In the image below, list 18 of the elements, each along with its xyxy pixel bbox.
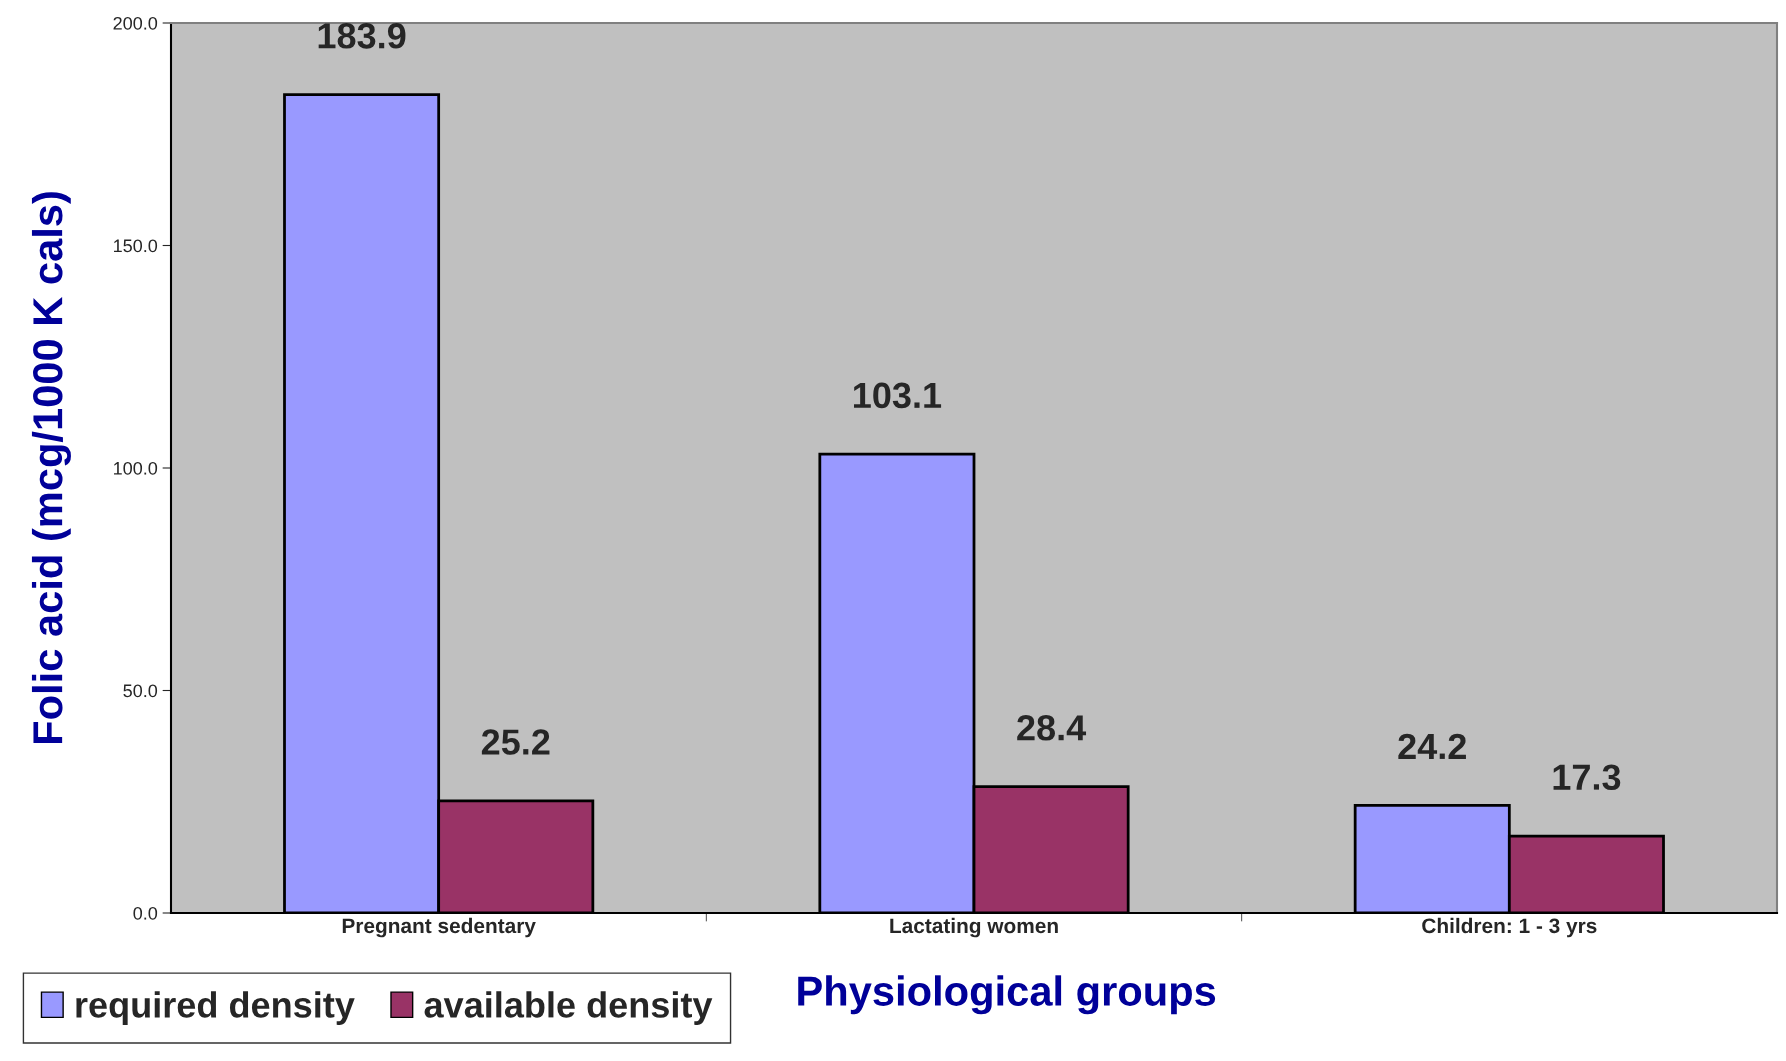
y-axis-title: Folic acid (mcg/1000 K cals) [31, 192, 71, 744]
y-tick-label: 0.0 [133, 906, 158, 920]
legend-label: required density [76, 991, 355, 1025]
data-label: 183.9 [318, 23, 406, 49]
y-tick-label: 150.0 [114, 239, 158, 253]
x-tick-label: Children: 1 - 3 yrs [1422, 917, 1597, 938]
legend-label: available density [424, 991, 713, 1025]
data-label: 24.2 [1398, 733, 1466, 759]
data-label: 17.3 [1553, 764, 1621, 791]
x-axis-title: Physiological groups [798, 975, 1216, 1015]
data-label: 25.2 [481, 729, 550, 755]
data-label: 103.1 [854, 382, 942, 409]
y-tick-label: 50.0 [123, 684, 158, 698]
x-tick-label: Pregnant sedentary [342, 917, 536, 938]
x-tick-label: Lactating women [890, 917, 1058, 938]
y-tick-label: 200.0 [113, 16, 158, 30]
y-tick-label: 100.0 [114, 461, 158, 475]
data-label: 28.4 [1017, 715, 1087, 741]
